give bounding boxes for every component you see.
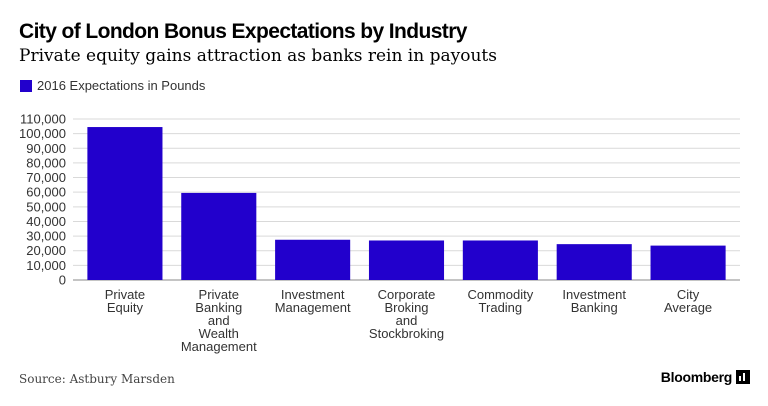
- bar-chart-icon: [736, 370, 750, 384]
- legend-label: 2016 Expectations in Pounds: [37, 78, 206, 93]
- y-tick-label: 90,000: [26, 141, 66, 156]
- y-tick-label: 100,000: [19, 126, 66, 141]
- y-tick-label: 20,000: [26, 243, 66, 258]
- x-tick-label: Investment Banking: [562, 287, 626, 315]
- y-tick-label: 80,000: [26, 155, 66, 170]
- chart-subtitle: Private equity gains attraction as banks…: [19, 46, 497, 66]
- bar: [650, 245, 726, 280]
- x-tick-label: Investment Management: [275, 287, 351, 315]
- y-tick-label: 60,000: [26, 185, 66, 200]
- x-tick-label: Commodity Trading: [467, 287, 533, 315]
- bar: [275, 239, 351, 280]
- y-tick-label: 50,000: [26, 199, 66, 214]
- x-tick-label: City Average: [664, 287, 712, 315]
- y-tick-label: 40,000: [26, 214, 66, 229]
- y-tick-label: 30,000: [26, 229, 66, 244]
- bar: [556, 244, 632, 280]
- bloomberg-logo: Bloomberg: [661, 369, 750, 385]
- brand-name: Bloomberg: [660, 369, 733, 385]
- bar: [368, 240, 445, 280]
- x-tick-label: Corporate Broking and Stockbroking: [369, 287, 444, 341]
- x-tick-label: Private Banking and Wealth Management: [181, 287, 257, 354]
- bar: [87, 127, 163, 280]
- bar: [181, 192, 257, 280]
- legend-swatch: [20, 79, 32, 92]
- y-tick-label: 10,000: [26, 258, 66, 273]
- y-tick-label: 70,000: [26, 170, 66, 185]
- y-tick-label: 110,000: [20, 112, 66, 127]
- x-tick-label: Private Equity: [105, 287, 145, 315]
- chart-title: City of London Bonus Expectations by Ind…: [19, 20, 467, 43]
- bar: [462, 240, 538, 280]
- source-note: Source: Astbury Marsden: [19, 372, 175, 386]
- y-tick-label: 0: [59, 273, 66, 288]
- legend: 2016 Expectations in Pounds: [20, 78, 205, 93]
